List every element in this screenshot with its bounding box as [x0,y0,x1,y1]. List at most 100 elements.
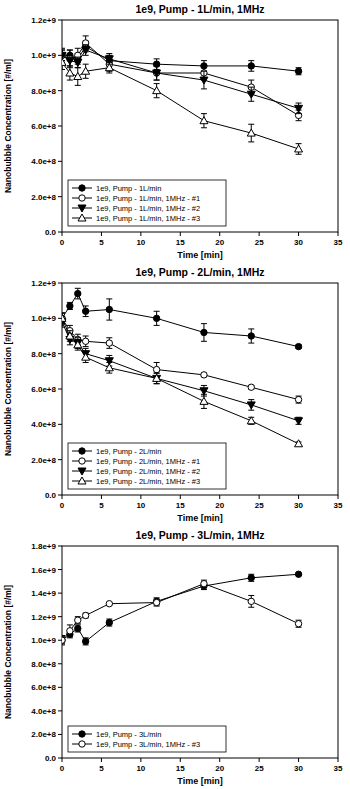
error-bar [62,313,65,324]
error-bar [248,595,254,607]
marker [66,69,74,76]
error-cap [201,394,207,395]
series-line [62,294,299,347]
y-tick [58,734,62,735]
error-bar [83,45,89,56]
y-tick-label: 2.0e+8 [31,456,56,465]
error-bar [106,299,112,320]
error-cap [75,57,81,58]
error-cap [83,348,89,349]
error-cap [248,607,254,608]
error-bar [248,87,254,101]
plot-area [62,288,303,446]
x-tick [219,758,220,762]
x-tick-label: 35 [334,501,343,510]
legend-marker [78,205,86,212]
error-cap [75,85,81,86]
legend-label: 1e9, Pump - 2L/min [96,447,161,456]
x-tick [338,232,339,236]
marker [153,315,159,321]
x-tick-label: 20 [215,238,224,247]
error-bar [154,311,160,325]
error-cap [106,355,112,356]
error-cap [62,50,65,51]
error-cap [62,327,65,328]
error-bar [83,638,89,645]
y-tick-label: 4.0e+8 [31,157,56,166]
x-tick [180,495,181,499]
y-tick-label: 0.0 [45,491,57,500]
error-cap [154,80,160,81]
y-tick-label: 4.0e+8 [31,707,56,716]
legend-label: 1e9, Pump - 1L/min, 1MHz - #2 [96,204,200,213]
y-tick [58,616,62,617]
error-cap [67,80,73,81]
marker [62,314,66,321]
marker [75,290,81,296]
x-tick [62,758,63,762]
error-bar [75,288,81,299]
y-tick [58,495,62,496]
chart: 1e9, Pump - 3L/min, 1MHz0.02.0e+84.0e+86… [3,529,343,786]
error-cap [62,313,65,314]
marker [153,375,161,382]
legend-marker [78,214,86,221]
error-cap [248,343,254,344]
x-tick-label: 25 [255,501,264,510]
y-tick [58,758,62,759]
error-bar [248,417,254,424]
error-cap [83,78,89,79]
error-cap [201,60,207,61]
marker [106,601,112,607]
error-bar [296,417,302,424]
x-tick-label: 0 [60,238,65,247]
marker [75,617,81,623]
error-cap [248,80,254,81]
marker [201,372,207,378]
error-cap [83,336,89,337]
x-tick-label: 20 [215,501,224,510]
x-tick [219,495,220,499]
error-bar [83,352,89,363]
chart: 1e9, Pump - 1L/min, 1MHz0.02.0e+84.0e+86… [3,3,343,260]
error-cap [201,65,207,66]
error-cap [106,298,112,299]
legend-box [68,726,226,752]
error-bar [154,373,160,384]
error-cap [75,337,81,338]
x-tick [62,232,63,236]
error-bar [106,338,112,349]
x-tick [62,495,63,499]
series-line [62,43,299,115]
x-axis-label: Time [min] [177,776,222,786]
error-cap [154,362,160,363]
y-tick-label: 1.2e+9 [31,613,56,622]
error-cap [83,64,89,65]
error-cap [62,313,65,314]
marker [295,396,301,402]
x-tick [298,232,299,236]
y-axis-label: Nanobubble Concentration [#/ml] [3,322,13,456]
marker [105,364,113,371]
x-tick [140,758,141,762]
y-tick-label: 8.0e+8 [31,660,56,669]
error-bar [296,68,302,75]
marker [295,343,301,349]
error-bar [201,324,207,342]
marker [82,40,88,46]
error-bar [83,336,89,347]
chart: 1e9, Pump - 2L/min, 1MHz0.02.0e+84.0e+86… [3,266,343,523]
error-bar [67,302,73,309]
error-cap [67,341,73,342]
x-tick [298,758,299,762]
legend-label: 1e9, Pump - 1L/min, 1MHz - #1 [96,194,200,203]
error-bar [154,84,160,98]
marker [248,575,254,581]
y-tick-label: 1.0e+9 [31,636,56,645]
series-line [62,50,299,108]
error-cap [62,55,65,56]
error-cap [75,298,81,299]
error-bar [83,613,89,618]
y-tick [58,593,62,594]
x-tick [101,758,102,762]
